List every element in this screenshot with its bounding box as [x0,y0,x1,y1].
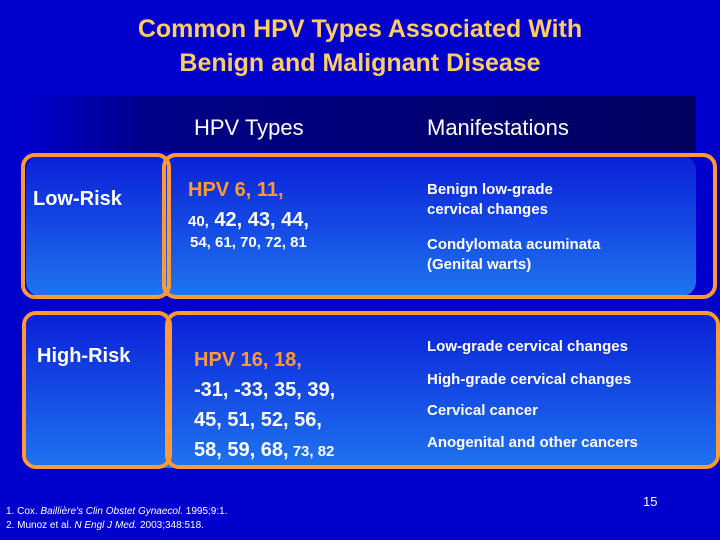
high-risk-label-frame [22,311,172,469]
low-risk-types-line-2: 40, 42, 43, 44, [188,205,309,237]
low-risk-content-frame [162,153,717,299]
slide-title: Common HPV Types Associated With Benign … [0,12,720,80]
reference-2: 2. Munoz et al. N Engl J Med. 2003;348:5… [6,519,227,533]
reference-2-citation: 2003;348:518. [137,520,204,531]
low-risk-manifestation-warts: Condylomata acuminata (Genital warts) [427,235,600,275]
references: 1. Cox. Baillière's Clin Obstet Gynaecol… [6,505,227,533]
low-risk-types-line-3: 54, 61, 70, 72, 81 [190,234,307,251]
high-risk-manifestation-cervical-cancer: Cervical cancer [427,402,538,419]
low-risk-hpv-types: HPV 6, 11, 40, 42, 43, 44, [188,175,309,237]
high-risk-label: High-Risk [37,345,131,367]
table-header-bar [26,96,696,152]
high-risk-types-line-4-small: 73, 82 [288,443,335,460]
title-line-2: Benign and Malignant Disease [179,49,541,77]
high-risk-types-line-4: 58, 59, 68, 73, 82 [194,435,335,467]
column-header-hpv-types: HPV Types [194,115,304,140]
reference-2-journal: N Engl J Med. [74,520,138,531]
high-risk-manifestation-low-grade: Low-grade cervical changes [427,338,628,355]
low-risk-label-frame [21,153,171,299]
low-risk-type-40: 40, [188,213,209,230]
manifestation-line: cervical changes [427,201,548,218]
low-risk-label: Low-Risk [33,188,122,210]
title-line-1: Common HPV Types Associated With [137,15,583,43]
reference-1-journal: Baillière's Clin Obstet Gynaecol. [40,506,183,517]
high-risk-manifestation-anogenital: Anogenital and other cancers [427,434,638,451]
page-number: 15 [643,494,658,509]
reference-1: 1. Cox. Baillière's Clin Obstet Gynaecol… [6,505,227,519]
high-risk-hpv-types: HPV 16, 18, -31, -33, 35, 39, 45, 51, 52… [194,345,335,467]
low-risk-types-line-1: HPV 6, 11, [188,179,284,201]
manifestation-line: Condylomata acuminata [427,236,601,253]
column-header-manifestations: Manifestations [427,115,569,140]
high-risk-content-frame [165,311,720,469]
high-risk-panel [26,313,716,468]
high-risk-types-line-3: 45, 51, 52, 56, [194,409,322,431]
reference-1-author: 1. Cox. [6,506,41,517]
low-risk-manifestation-benign: Benign low-grade cervical changes [427,180,553,220]
high-risk-types-line-4-main: 58, 59, 68, [194,439,289,461]
low-risk-panel [26,156,696,296]
high-risk-types-line-2: -31, -33, 35, 39, [194,379,336,401]
manifestation-line: (Genital warts) [427,256,532,273]
manifestation-line: Benign low-grade [427,181,553,198]
reference-2-author: 2. Munoz et al. [6,520,75,531]
low-risk-types-line-2-rest: 42, 43, 44, [208,209,309,231]
reference-1-citation: 1995;9:1. [183,506,228,517]
high-risk-types-line-1: HPV 16, 18, [194,349,302,371]
high-risk-manifestation-high-grade: High-grade cervical changes [427,371,632,388]
